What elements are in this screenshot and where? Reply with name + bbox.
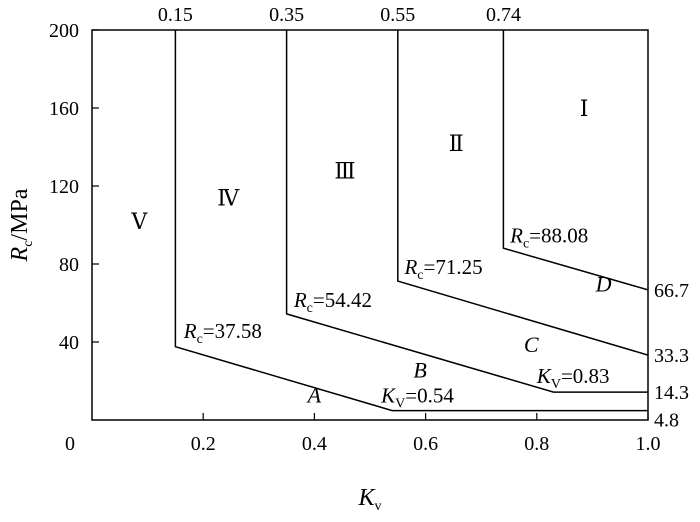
y-tick-label: 40	[59, 332, 79, 354]
right-boundary-label: 4.8	[654, 410, 679, 432]
y-axis-title: Rc/MPa	[7, 188, 36, 262]
series-lines	[174, 30, 649, 412]
series-line-c	[397, 30, 649, 356]
curve-label-b: B	[413, 357, 426, 382]
annotation-label: KV=0.83	[536, 364, 610, 392]
axes	[91, 29, 649, 421]
annotation-label: Rc=54.42	[293, 288, 372, 316]
annotation-label: KV=0.54	[380, 383, 454, 411]
right-boundary-label: 66.7	[654, 280, 689, 302]
y-tick-label: 200	[49, 20, 79, 42]
annotation-label: Rc=71.25	[403, 255, 482, 283]
x-axis-title-sub: v	[375, 499, 382, 514]
x-tick-label: 0.2	[191, 433, 216, 455]
right-boundary-label: 33.3	[654, 345, 689, 367]
x-axis-title-main: K	[357, 485, 376, 511]
top-boundary-label: 0.74	[486, 4, 521, 26]
y-axis-title-main: R	[7, 246, 33, 262]
x-axis-title: Kv	[357, 485, 381, 514]
tick-labels: 0.2 0.4 0.6 0.8 1.0 40 80 120 160 200 0 0.15 0.35 0.5…	[49, 4, 689, 455]
y-tick-label: 160	[49, 98, 79, 120]
x-tick-label: 0.6	[413, 433, 438, 455]
annotation-label: Rc=37.58	[183, 319, 262, 347]
origin-label: 0	[65, 433, 75, 455]
plot-frame	[91, 29, 649, 421]
chart-text: Ⅰ Ⅱ Ⅲ Ⅳ Ⅴ A B C D Rc=37.58 Rc=54.42 Rc=71.25 Rc=88.0…	[130, 96, 611, 411]
x-tick-label: 1.0	[636, 433, 661, 455]
zone-label: Ⅲ	[334, 158, 355, 183]
annotation-label: Rc=88.08	[509, 224, 588, 252]
right-boundary-label: 14.3	[654, 382, 689, 404]
top-boundary-label: 0.35	[269, 4, 304, 26]
y-axis-title-unit: /MPa	[7, 188, 33, 240]
x-tick-label: 0.8	[524, 433, 549, 455]
zone-label: Ⅰ	[580, 96, 589, 121]
series-line-a	[174, 30, 648, 412]
top-boundary-label: 0.55	[380, 4, 415, 26]
y-axis-title-sub: c	[21, 241, 36, 247]
x-tick-label: 0.4	[302, 433, 327, 455]
curve-label-a: A	[306, 383, 322, 408]
top-boundary-label: 0.15	[158, 4, 193, 26]
series-line-b	[285, 30, 648, 393]
zone-label: Ⅴ	[130, 209, 148, 234]
series-line-d	[502, 30, 649, 291]
curve-label-d: D	[595, 272, 612, 297]
y-tick-label: 80	[59, 254, 79, 276]
zone-label: Ⅱ	[449, 131, 464, 156]
curve-label-c: C	[524, 332, 539, 357]
y-tick-label: 120	[49, 176, 79, 198]
zone-label: Ⅳ	[217, 186, 240, 211]
